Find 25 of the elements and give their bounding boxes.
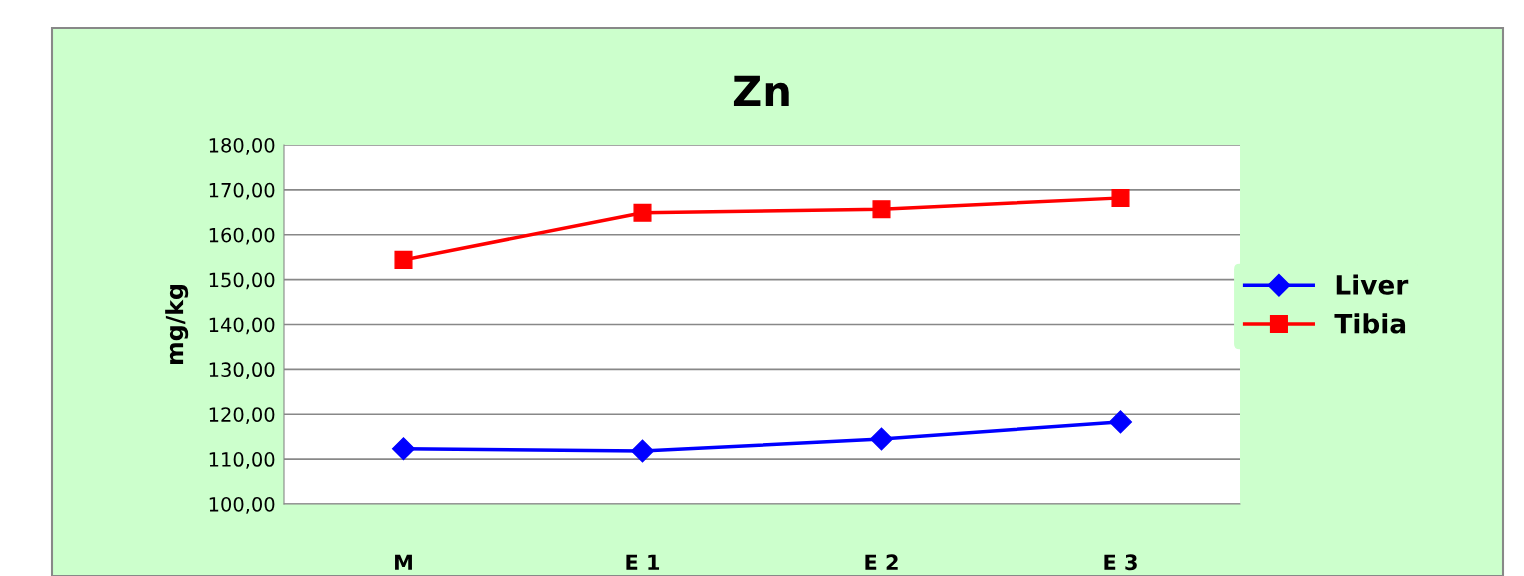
y-tick-label: 140,00 [209, 317, 275, 335]
point [870, 427, 893, 451]
y-axis-title: mg/kg [165, 285, 189, 364]
y-tick-label: 170,00 [209, 182, 275, 200]
y-tick-label: 110,00 [209, 452, 275, 469]
y-tick-label: 120,00 [209, 407, 275, 424]
point [394, 250, 413, 269]
x-tick-label: M [395, 554, 412, 570]
legend-label: Liver [1336, 274, 1409, 295]
y-tick-label: 150,00 [209, 272, 275, 290]
y-tick-label: 130,00 [209, 362, 275, 380]
x-tick-label: E 1 [626, 554, 660, 570]
point [1111, 188, 1130, 207]
y-tick-label: 100,00 [209, 496, 275, 514]
y-tick-label: 180,00 [209, 137, 275, 155]
x-tick-label: E 3 [1104, 554, 1137, 571]
point [1109, 410, 1132, 434]
point [631, 439, 654, 463]
legend-label: Tibia [1334, 313, 1406, 334]
point [872, 200, 891, 219]
x-tick-label: E 2 [865, 554, 898, 570]
chart-title: Zn [733, 75, 789, 107]
point [633, 203, 652, 222]
y-tick-label: 160,00 [209, 227, 275, 245]
point [392, 437, 415, 461]
